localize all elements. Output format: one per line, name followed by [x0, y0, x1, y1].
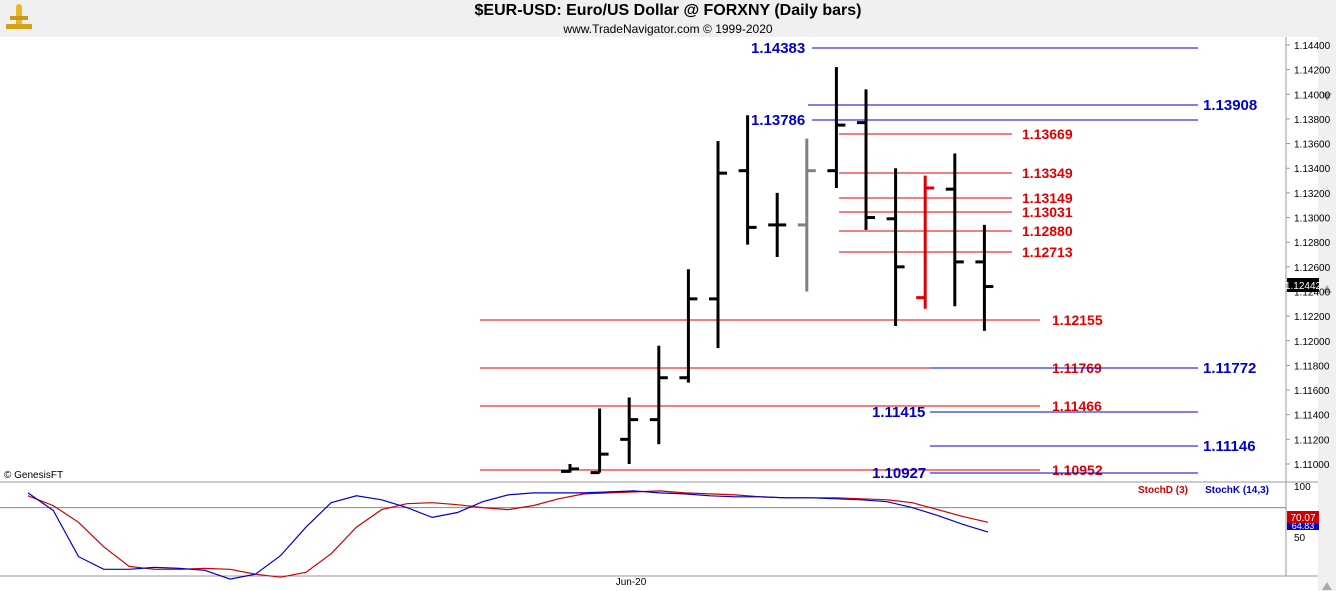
- ohlc-bar: [975, 224, 994, 331]
- stochd-line: [27, 490, 989, 578]
- y-axis-ticks: 1.14400 1.14200 1.14000 1.13800 1.13600 1.134…: [1286, 41, 1331, 471]
- red-level-label: 1.10952: [1052, 462, 1103, 478]
- stochk-last-tag: [1287, 521, 1319, 530]
- y-tick-label: 1.14000: [1294, 90, 1331, 101]
- copyright-text: © GenesisFT: [4, 470, 63, 481]
- ohlc-bar: [768, 192, 787, 257]
- stoch-tick-50: 50: [1294, 533, 1306, 544]
- ohlc-bar: [620, 397, 639, 464]
- stochk-legend: StochK (14,3): [1205, 485, 1269, 496]
- red-level-label: 1.12713: [1022, 244, 1073, 260]
- stochd-last-value: 70.07: [1290, 513, 1315, 524]
- y-tick-label: 1.12600: [1294, 263, 1331, 274]
- ohlc-bar: [797, 138, 816, 292]
- y-tick-label: 1.11600: [1294, 386, 1330, 397]
- y-tick-label: 1.14200: [1294, 66, 1331, 77]
- y-tick-label: 1.11000: [1294, 460, 1330, 471]
- y-tick-label: 1.13400: [1294, 164, 1331, 175]
- blue-level-label: 1.13786: [751, 112, 805, 129]
- red-level-label: 1.13669: [1022, 126, 1073, 142]
- ohlc-bar: [886, 168, 905, 326]
- blue-level-label: 1.11415: [872, 404, 925, 421]
- red-level-label: 1.11466: [1052, 398, 1102, 414]
- chart-title: $EUR-USD: Euro/US Dollar @ FORXNY (Daily…: [474, 2, 862, 19]
- ohlc-bars: [561, 67, 994, 475]
- y-tick-label: 1.12400: [1294, 287, 1331, 298]
- y-tick-label: 1.12200: [1294, 312, 1331, 323]
- scroll-up-arrow-icon-bottom[interactable]: [1322, 582, 1332, 590]
- ohlc-bar: [738, 115, 757, 245]
- y-tick-label: 1.11400: [1294, 411, 1330, 422]
- y-tick-label: 1.13600: [1294, 140, 1331, 151]
- red-level-label: 1.13149: [1022, 190, 1073, 206]
- trade-navigator-logo-icon: [6, 4, 32, 29]
- y-tick-label: 1.13200: [1294, 189, 1331, 200]
- scroll-down-arrow-icon[interactable]: [1322, 93, 1332, 101]
- y-tick-label: 1.12000: [1294, 337, 1331, 348]
- stochastic-panel: [0, 490, 1286, 580]
- ohlc-bar: [590, 408, 609, 475]
- y-tick-label: 1.11800: [1294, 361, 1330, 372]
- chart-subtitle: www.TradeNavigator.com © 1999-2020: [563, 22, 773, 36]
- red-level-label: 1.12155: [1052, 312, 1103, 328]
- stoch-tick-100: 100: [1294, 482, 1311, 493]
- ohlc-bar: [857, 89, 875, 230]
- y-tick-label: 1.12800: [1294, 238, 1331, 249]
- stochd-last-tag: [1287, 511, 1319, 523]
- blue-level-label: 1.10927: [872, 465, 926, 482]
- red-level-label: 1.13031: [1022, 204, 1073, 220]
- last-price-value: 1.12442: [1285, 281, 1322, 292]
- ohlc-bar: [916, 175, 935, 309]
- vertical-scrollbar[interactable]: [1318, 37, 1336, 591]
- blue-level-label: 1.11146: [1203, 438, 1256, 455]
- ohlc-bar: [945, 153, 964, 307]
- price-panel: [0, 37, 1336, 482]
- ohlc-bar: [709, 141, 727, 349]
- y-tick-label: 1.13000: [1294, 214, 1331, 225]
- blue-level-label: 1.14383: [751, 40, 805, 57]
- red-level-label: 1.12880: [1022, 223, 1073, 239]
- y-tick-label: 1.13800: [1294, 115, 1331, 126]
- ohlc-bar: [649, 345, 668, 445]
- x-axis-label: Jun-20: [616, 577, 647, 588]
- y-tick-label: 1.11200: [1294, 435, 1330, 446]
- red-level-label: 1.13349: [1022, 165, 1073, 181]
- blue-level-label: 1.11772: [1203, 360, 1256, 377]
- ohlc-bar: [827, 67, 846, 188]
- stochk-last-value: 64.83: [1292, 521, 1315, 531]
- stochk-line: [27, 490, 989, 580]
- ohlc-bar: [679, 269, 698, 383]
- blue-level-label: 1.13908: [1203, 97, 1257, 114]
- scroll-up-arrow-icon[interactable]: [1322, 285, 1332, 293]
- y-tick-label: 1.14400: [1294, 41, 1331, 52]
- ohlc-bar: [561, 464, 579, 473]
- chart-header: $EUR-USD: Euro/US Dollar @ FORXNY (Daily…: [0, 0, 1336, 37]
- stochd-legend: StochD (3): [1138, 485, 1188, 496]
- last-price-tag: [1287, 278, 1319, 292]
